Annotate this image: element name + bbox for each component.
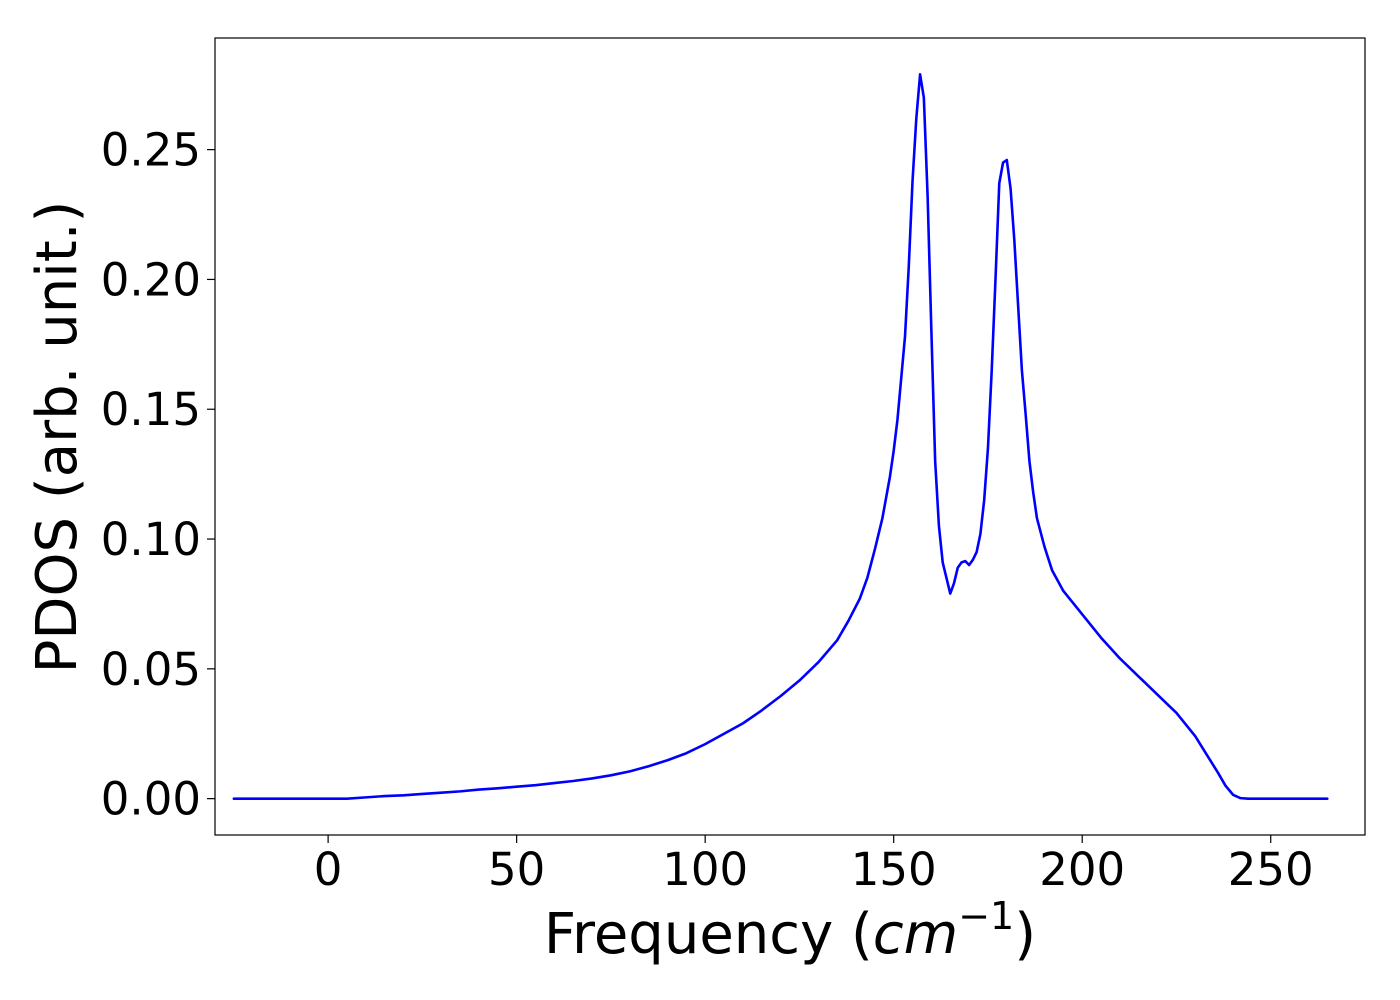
x-axis-label-text: Frequency: [544, 902, 833, 967]
y-tick-label: 0.20: [101, 253, 201, 306]
pdos-series-line: [232, 73, 1329, 800]
x-tick-label: 250: [1228, 843, 1314, 896]
y-tick-label: 0.15: [101, 383, 201, 436]
y-tick-label: 0.25: [101, 124, 201, 177]
x-tick-label: 100: [662, 843, 748, 896]
plot-frame: [214, 37, 1366, 836]
x-tick-label: 50: [488, 843, 545, 896]
y-tick-label: 0.00: [101, 773, 201, 826]
x-axis-ticks: 0 50 100 150 200 250: [314, 835, 1314, 896]
y-tick-label: 0.05: [101, 643, 201, 696]
x-axis-label-exponent: −1: [958, 894, 1014, 938]
x-axis-label-unit: cm: [873, 902, 958, 967]
x-axis-label-open: (: [833, 902, 873, 967]
y-axis-ticks: 0.00 0.05 0.10 0.15 0.20 0.25: [101, 124, 215, 826]
y-axis-label: PDOS (arb. unit.): [25, 201, 90, 674]
x-tick-label: 200: [1039, 843, 1125, 896]
x-axis-label: Frequency (cm−1): [544, 894, 1036, 967]
y-tick-label: 0.10: [101, 513, 201, 566]
x-tick-label: 150: [851, 843, 937, 896]
x-axis-label-close: ): [1014, 902, 1036, 967]
x-tick-label: 0: [314, 843, 343, 896]
